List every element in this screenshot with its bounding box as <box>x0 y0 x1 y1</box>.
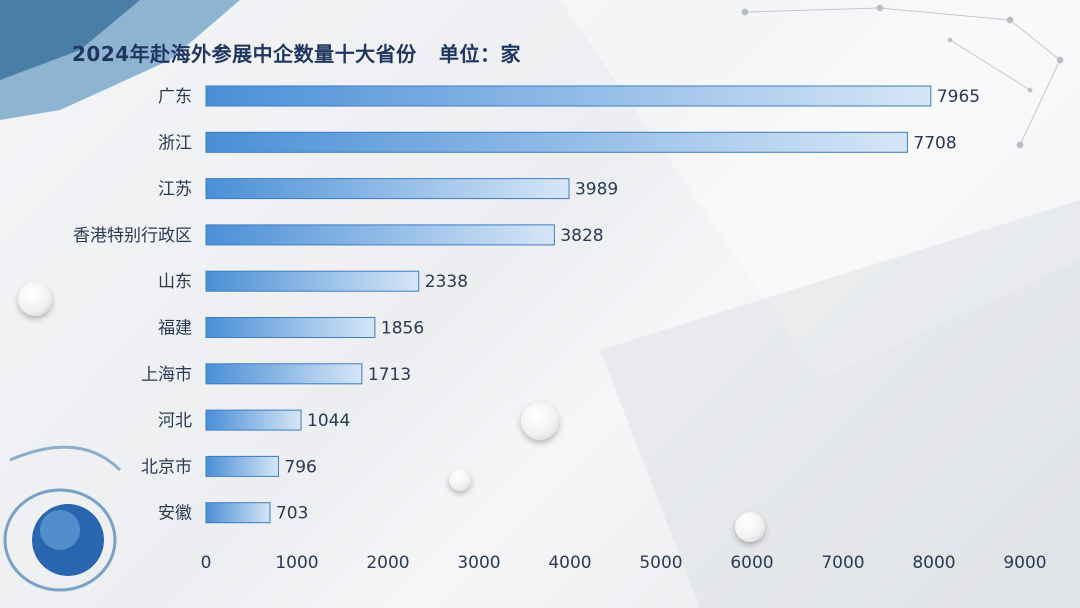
category-label: 河北 <box>158 411 192 431</box>
x-tick-label: 0 <box>201 553 212 573</box>
x-tick-label: 1000 <box>275 553 318 573</box>
x-tick-label: 5000 <box>639 553 682 573</box>
decorative-ball <box>735 512 765 542</box>
data-label: 703 <box>276 504 308 524</box>
bar <box>205 455 279 477</box>
category-label: 山东 <box>158 272 192 292</box>
chart-title: 2024年赴海外参展中企数量十大省份 单位：家 <box>72 42 522 66</box>
bar <box>205 317 376 338</box>
category-label: 上海市 <box>141 365 192 385</box>
data-label: 1856 <box>381 319 424 339</box>
data-label: 3989 <box>575 180 618 200</box>
data-label: 2338 <box>425 272 468 292</box>
category-label: 浙江 <box>158 133 192 153</box>
data-label: 796 <box>284 457 316 477</box>
category-label: 福建 <box>158 319 192 339</box>
x-tick-label: 8000 <box>912 553 955 573</box>
decorative-ball <box>521 402 559 440</box>
bar <box>205 502 271 524</box>
category-label: 香港特别行政区 <box>73 226 192 246</box>
bar <box>205 409 302 431</box>
category-label: 江苏 <box>158 180 192 200</box>
globe-icon <box>3 445 122 592</box>
category-label: 广东 <box>158 87 192 107</box>
bar <box>205 224 555 246</box>
category-label: 北京市 <box>141 457 192 477</box>
x-tick-label: 4000 <box>548 553 591 573</box>
data-label: 7708 <box>913 133 956 153</box>
data-label: 3828 <box>560 226 603 246</box>
bar <box>205 363 363 385</box>
data-label: 1713 <box>368 365 411 385</box>
bar <box>205 178 570 200</box>
decorative-ball <box>449 469 471 491</box>
bar <box>205 131 908 153</box>
category-label: 安徽 <box>158 504 192 524</box>
bar <box>205 270 420 292</box>
decorative-ball <box>18 282 52 316</box>
data-label: 1044 <box>307 411 350 431</box>
bar <box>205 85 932 107</box>
x-tick-label: 2000 <box>366 553 409 573</box>
x-tick-label: 7000 <box>821 553 864 573</box>
x-tick-label: 6000 <box>730 553 773 573</box>
x-tick-label: 9000 <box>1003 553 1046 573</box>
data-label: 7965 <box>937 87 980 107</box>
x-tick-label: 3000 <box>457 553 500 573</box>
